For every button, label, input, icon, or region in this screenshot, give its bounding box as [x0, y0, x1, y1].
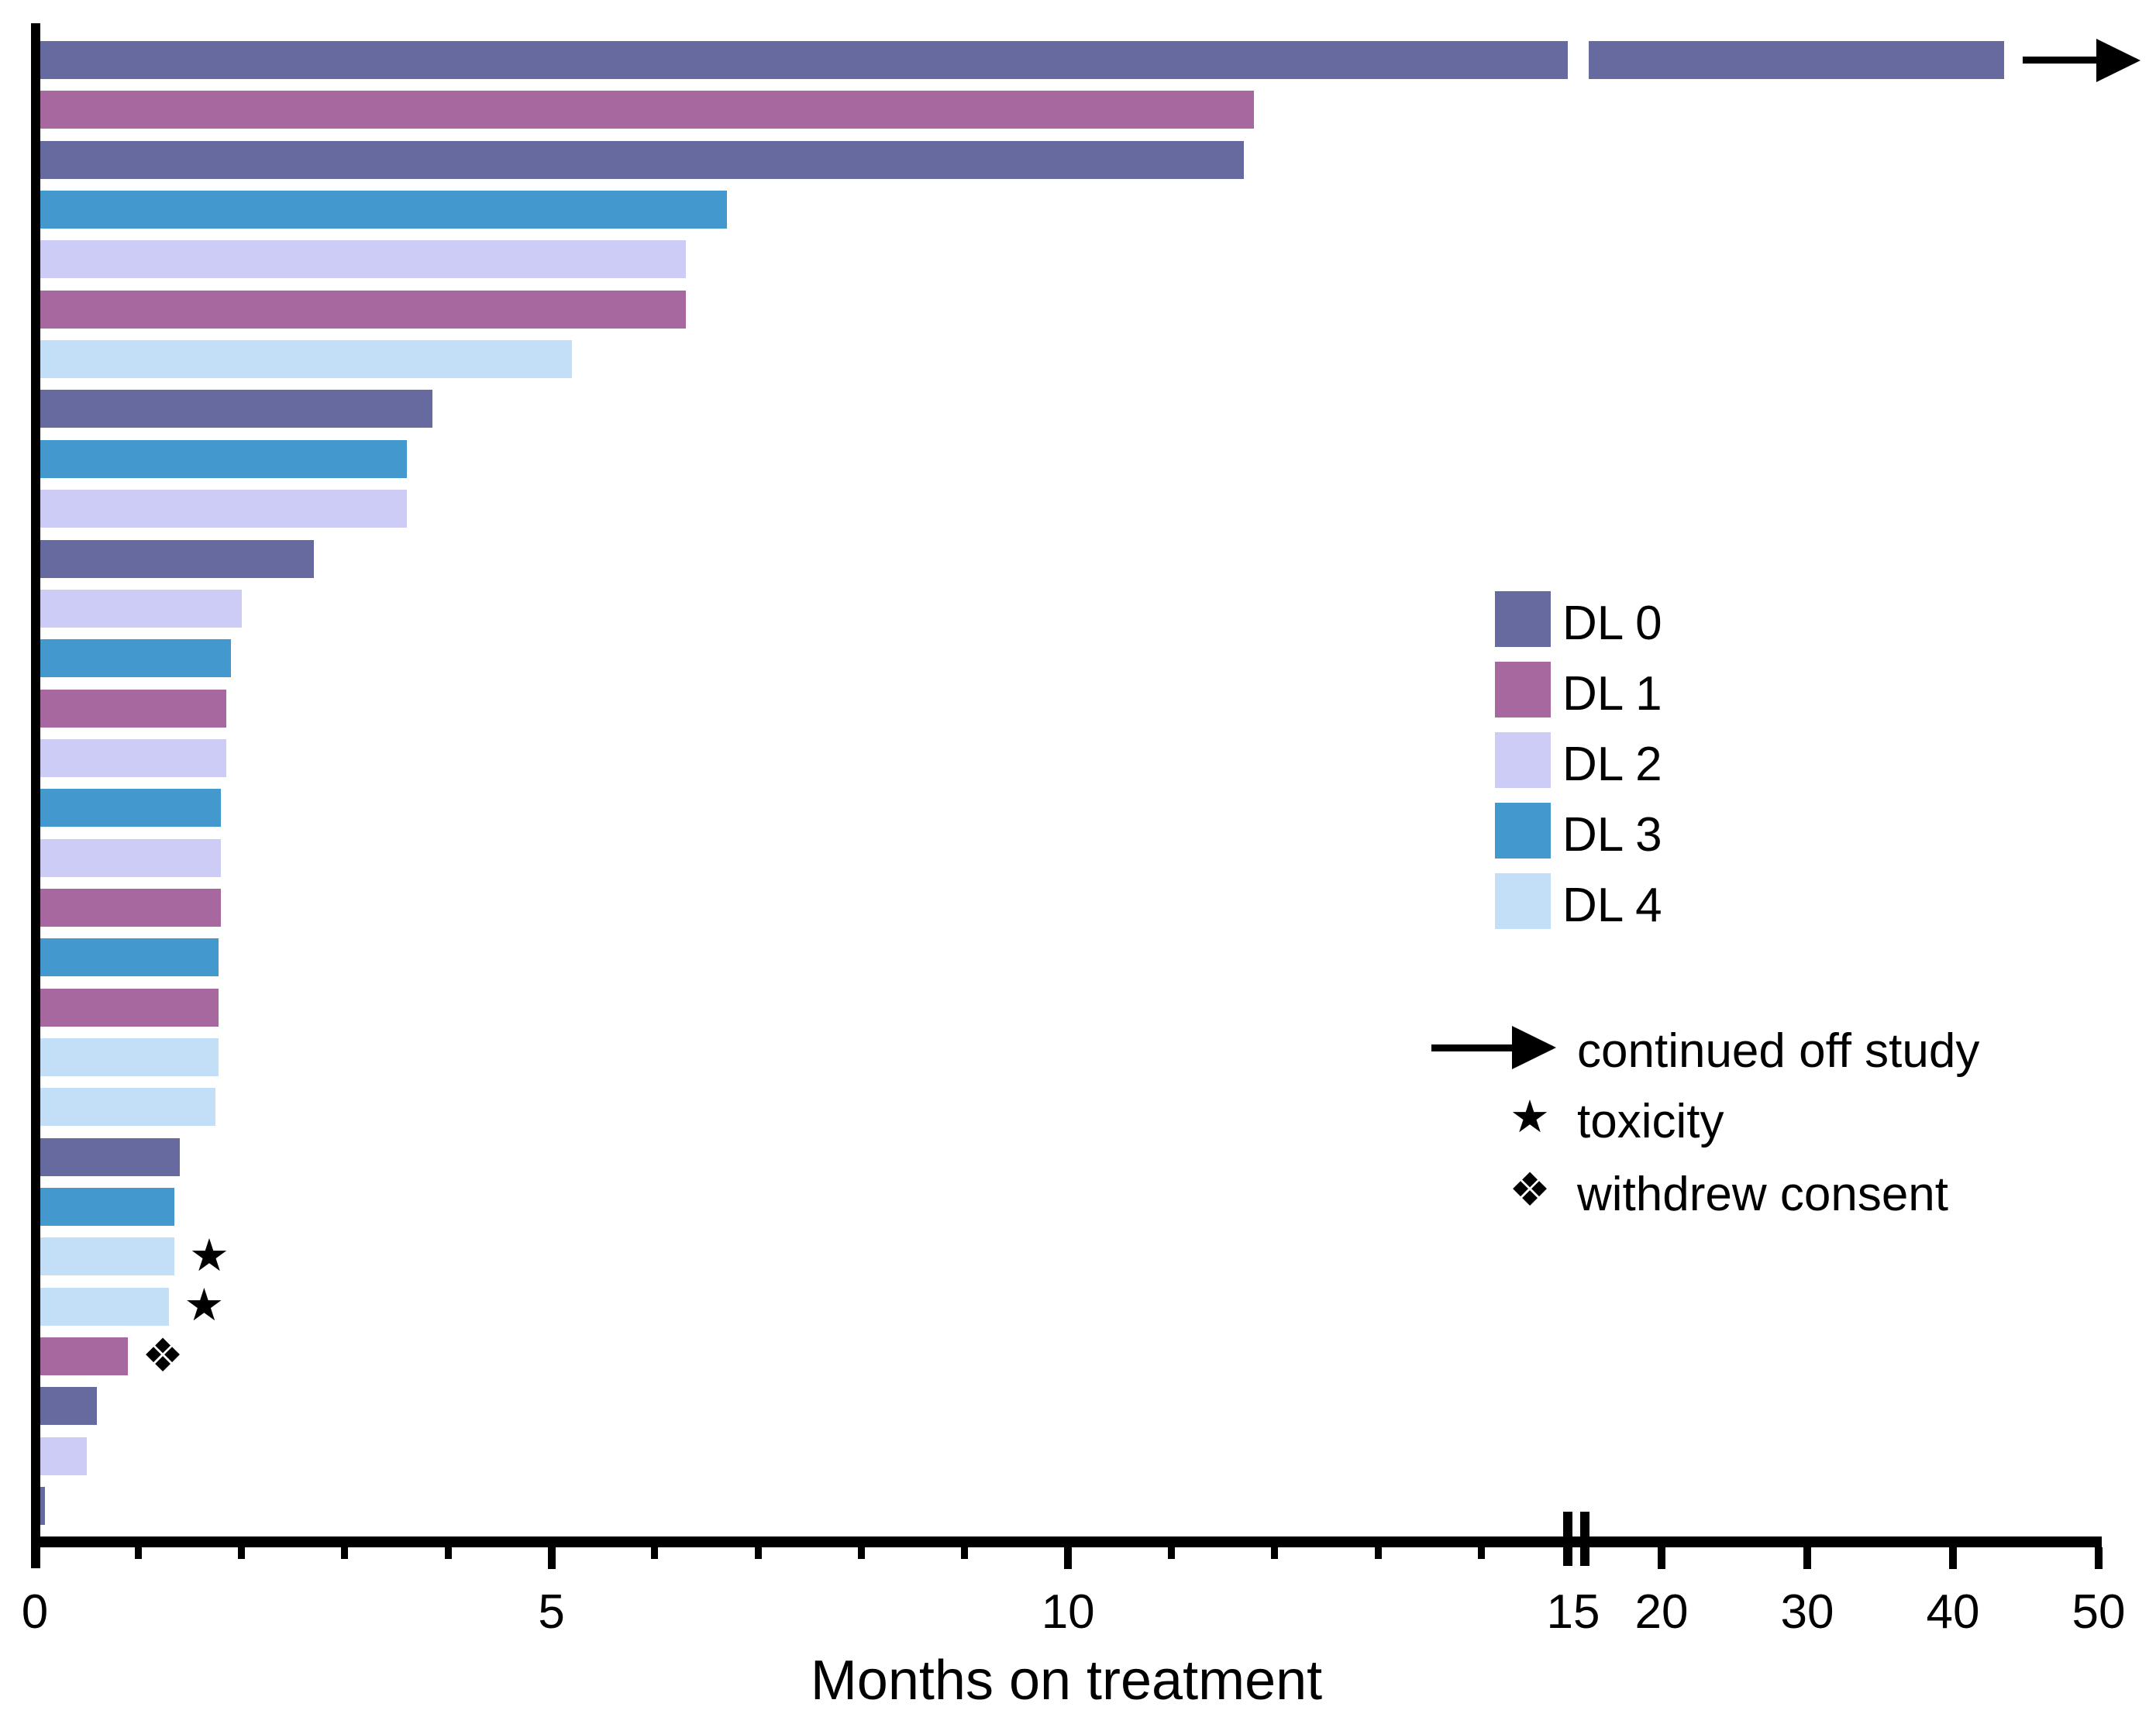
legend-label-dl-1: DL 1: [1562, 667, 1662, 721]
x-minor-tick-4: [444, 1547, 452, 1559]
x-axis-line: [31, 1536, 2102, 1547]
bar-patient-7: [40, 340, 573, 379]
legend-swatch-dl-1: [1495, 662, 1551, 717]
x-minor-tick-13: [1374, 1547, 1382, 1559]
x-minor-tick-7: [754, 1547, 762, 1559]
x-axis-title: Months on treatment: [810, 1650, 1323, 1712]
bar-patient-28: [40, 1387, 97, 1426]
x-tick-label-10: 10: [1041, 1585, 1095, 1639]
x-major-tick-10: [1064, 1547, 1073, 1569]
toxicity-star-icon: ★: [184, 1280, 225, 1331]
bar-patient-10: [40, 490, 407, 528]
bar-patient-25: [40, 1237, 174, 1276]
legend-marker-label-star: toxicity: [1577, 1095, 1724, 1148]
bar-patient-3: [40, 140, 1244, 179]
legend-swatch-dl-2: [1495, 732, 1551, 788]
x-minor-tick-1: [134, 1547, 142, 1559]
x-minor-tick-8: [858, 1547, 866, 1559]
bar-patient-14: [40, 689, 226, 728]
legend-swatch-dl-3: [1495, 803, 1551, 859]
bar-patient-12: [40, 589, 242, 628]
bar-patient-30: [40, 1487, 46, 1526]
bar-patient-23: [40, 1137, 180, 1176]
bar-patient-18: [40, 888, 221, 927]
axis-break-mark-right: [1580, 1512, 1589, 1566]
legend-marker-label-diamond: withdrew consent: [1577, 1168, 1949, 1221]
x-major-tick-20: [1658, 1547, 1665, 1569]
x-tick-label-40: 40: [1926, 1585, 1980, 1639]
bar-patient-2: [40, 91, 1255, 129]
bar-patient-17: [40, 838, 221, 877]
x-minor-tick-3: [341, 1547, 349, 1559]
legend-label-dl-2: DL 2: [1562, 738, 1662, 791]
x-tick-label-50: 50: [2072, 1585, 2126, 1639]
bar-patient-5: [40, 240, 686, 279]
x-tick-label-15: 15: [1546, 1585, 1600, 1639]
x-minor-tick-14: [1477, 1547, 1485, 1559]
legend-label-dl-4: DL 4: [1562, 879, 1662, 932]
bar-patient-15: [40, 738, 226, 777]
legend-star-icon: ★: [1510, 1091, 1550, 1142]
bar-patient-16: [40, 789, 221, 828]
toxicity-star-icon: ★: [188, 1230, 229, 1281]
bar-patient-13: [40, 639, 232, 678]
bar-patient-9: [40, 439, 407, 478]
x-minor-tick-12: [1271, 1547, 1279, 1559]
bar-patient-19: [40, 938, 219, 977]
y-axis-spine: [31, 23, 40, 1536]
bar-patient-29: [40, 1437, 87, 1475]
x-major-tick-40: [1949, 1547, 1957, 1569]
x-minor-tick-11: [1168, 1547, 1176, 1559]
withdrew-consent-diamond-icon: ❖: [142, 1329, 184, 1382]
legend-arrow-head-icon: [1512, 1026, 1556, 1069]
x-tick-label-30: 30: [1780, 1585, 1834, 1639]
legend-diamond-icon: ❖: [1509, 1163, 1551, 1216]
continued-off-study-arrow-line: [2022, 57, 2097, 64]
x-tick-label-20: 20: [1634, 1585, 1689, 1639]
bar-patient-11: [40, 539, 314, 578]
legend-label-dl-3: DL 3: [1562, 808, 1662, 862]
x-minor-tick-9: [961, 1547, 969, 1559]
x-major-tick-5: [547, 1547, 556, 1569]
x-tick-label-5: 5: [538, 1585, 565, 1639]
x-major-tick-50: [2095, 1547, 2103, 1569]
legend-swatch-dl-0: [1495, 591, 1551, 647]
bar-patient-27: [40, 1337, 128, 1376]
bar-patient-1-seg2: [1589, 41, 2004, 79]
bar-patient-22: [40, 1088, 216, 1127]
bar-patient-1-seg1: [40, 41, 1568, 79]
bar-patient-8: [40, 390, 433, 428]
legend-arrow-line: [1431, 1044, 1528, 1051]
bar-patient-4: [40, 191, 728, 229]
bar-patient-26: [40, 1287, 170, 1326]
x-minor-tick-6: [651, 1547, 659, 1559]
x-tick-label-0: 0: [21, 1585, 49, 1639]
legend-swatch-dl-4: [1495, 873, 1551, 929]
continued-off-study-arrow-head-icon: [2096, 38, 2141, 82]
bar-patient-24: [40, 1188, 174, 1227]
legend-label-dl-0: DL 0: [1562, 597, 1662, 650]
bar-patient-6: [40, 290, 686, 329]
legend-marker-label-arrow: continued off study: [1577, 1024, 1980, 1078]
bar-patient-20: [40, 988, 219, 1027]
x-minor-tick-2: [238, 1547, 246, 1559]
bar-patient-21: [40, 1038, 219, 1076]
x-major-tick-0: [31, 1547, 40, 1568]
x-major-tick-30: [1803, 1547, 1811, 1569]
axis-break-mark-left: [1563, 1512, 1572, 1566]
